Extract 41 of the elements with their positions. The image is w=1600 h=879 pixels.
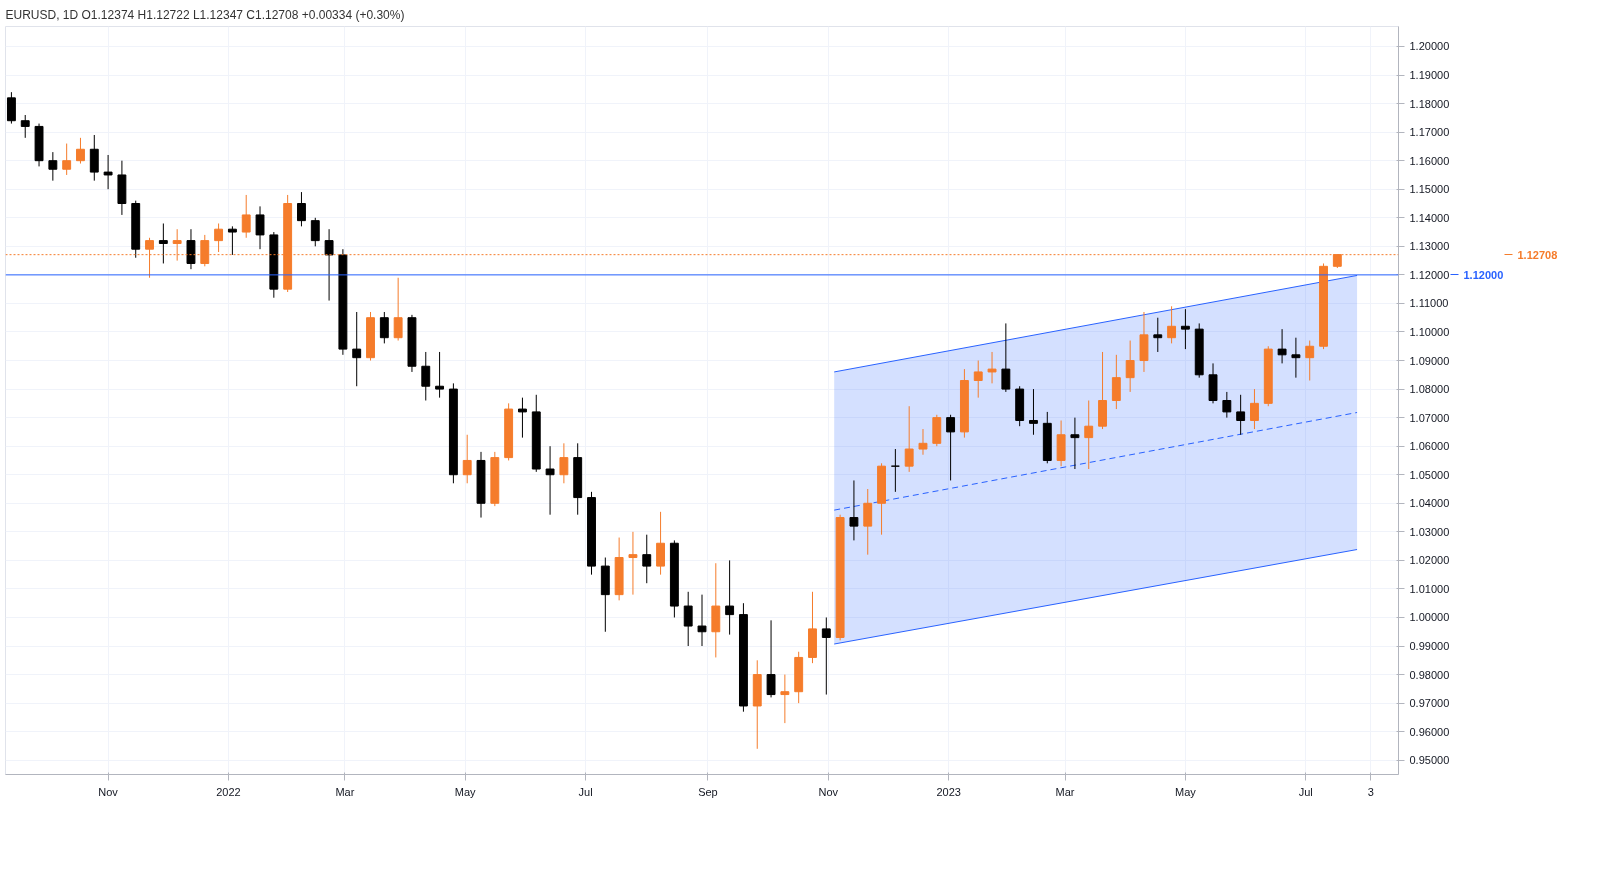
x-tick-label: 2022 <box>216 785 241 798</box>
y-tick-label: 1.02000 <box>1409 554 1450 567</box>
y-tick-label: 1.01000 <box>1409 582 1450 595</box>
y-tick-label: 1.03000 <box>1409 525 1450 538</box>
x-tick-label: Jul <box>578 785 593 798</box>
y-tick-label: 1.00000 <box>1409 611 1450 624</box>
y-tick-label: 1.10000 <box>1409 325 1450 338</box>
y-tick-label: 1.15000 <box>1409 183 1450 196</box>
y-tick-label: 0.95000 <box>1409 754 1450 767</box>
x-tick-label: 3 <box>1367 785 1374 798</box>
y-tick-label: 0.99000 <box>1409 640 1450 653</box>
y-tick-label: 1.14000 <box>1409 211 1450 224</box>
y-tick-label: 1.16000 <box>1409 154 1450 167</box>
y-tick-label: 1.20000 <box>1409 40 1450 53</box>
x-tick-label: May <box>454 785 477 798</box>
y-tick-label: 0.96000 <box>1409 725 1450 738</box>
y-tick-label: 1.13000 <box>1409 240 1450 253</box>
y-tick-label: 0.97000 <box>1409 697 1450 710</box>
y-tick-label: 1.04000 <box>1409 497 1450 510</box>
x-tick-label: May <box>1175 785 1197 798</box>
y-tick-label: 1.05000 <box>1409 468 1450 481</box>
y-tick-label: 1.06000 <box>1409 440 1450 453</box>
y-tick-label: 1.09000 <box>1409 354 1450 367</box>
chart-title: EURUSD, 1D O1.12374 H1.12722 L1.12347 C1.12708 +0.00334 (+0.30%) <box>5 7 405 22</box>
ref-line-label: 1.12708 <box>1517 248 1558 261</box>
y-tick-label: 1.19000 <box>1409 69 1450 82</box>
y-tick-label: 1.08000 <box>1409 383 1450 396</box>
x-tick-label: 2023 <box>936 785 961 798</box>
x-tick-label: Nov <box>818 785 839 798</box>
ref-line-label: 1.12000 <box>1463 268 1504 281</box>
x-tick-label: Sep <box>698 785 718 798</box>
x-tick-label: Jul <box>1298 785 1313 798</box>
y-tick-label: 1.12000 <box>1409 268 1450 281</box>
x-tick-label: Nov <box>98 785 119 798</box>
y-tick-label: 1.18000 <box>1409 97 1450 110</box>
y-tick-label: 1.07000 <box>1409 411 1450 424</box>
x-tick-label: Mar <box>1055 785 1075 798</box>
y-tick-label: 1.17000 <box>1409 126 1450 139</box>
y-tick-label: 0.98000 <box>1409 668 1450 681</box>
y-tick-label: 1.11000 <box>1409 297 1449 310</box>
x-tick-label: Mar <box>335 785 355 798</box>
